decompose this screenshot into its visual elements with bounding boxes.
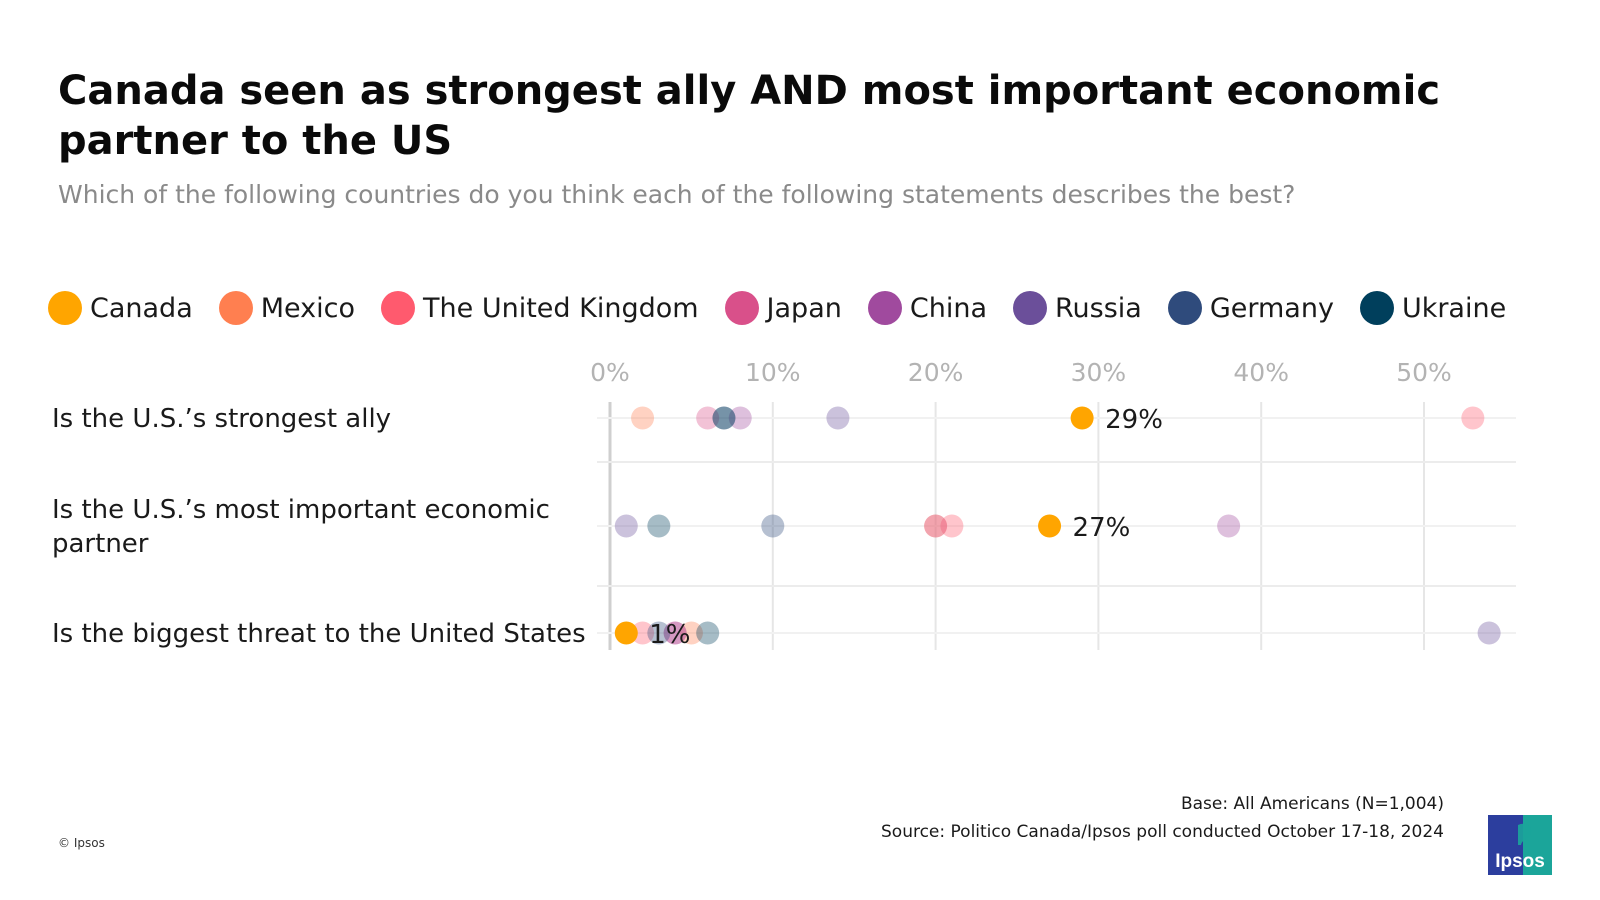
dot-canada	[1070, 406, 1094, 430]
dot-mexico	[924, 514, 948, 538]
dot-russia	[826, 406, 850, 430]
legend-item-mexico: Mexico	[218, 291, 356, 325]
dot-ukraine	[696, 621, 720, 645]
category-label: Is the U.S.’s strongest ally	[52, 404, 391, 434]
data-label: 1%	[649, 620, 690, 650]
dot-japan	[696, 406, 720, 430]
legend-label: Canada	[90, 292, 193, 324]
legend-item-ukraine: Ukraine	[1359, 291, 1507, 325]
dot-china	[663, 621, 687, 645]
logo-text: Ipsos	[1495, 851, 1545, 872]
legend-item-the-united-kingdom: The United Kingdom	[381, 291, 699, 325]
legend-item-japan: Japan	[724, 291, 842, 325]
dot-ukraine	[647, 514, 671, 538]
legend-swatch	[1359, 291, 1394, 325]
legend-swatch	[48, 291, 82, 325]
chart-title: Canada seen as strongest ally AND most i…	[58, 68, 1441, 164]
dot-canada	[1038, 514, 1062, 538]
legend-swatch	[1012, 291, 1047, 325]
x-tick-label: 30%	[1071, 358, 1127, 387]
legend-label: Japan	[766, 292, 842, 324]
legend: Canada Mexico The United Kingdom Japan China…	[48, 288, 1506, 328]
legend-label: Russia	[1054, 292, 1142, 324]
legend-swatch	[867, 291, 902, 325]
legend-label: China	[909, 292, 987, 324]
dot-ukraine	[712, 406, 736, 430]
dot-mexico	[679, 621, 703, 645]
chart-subtitle: Which of the following countries do you …	[58, 180, 1296, 209]
legend-item-canada: Canada	[48, 291, 193, 325]
copyright: © Ipsos	[58, 836, 105, 850]
base-note: Base: All Americans (N=1,004)	[1180, 794, 1444, 814]
x-tick-label: 50%	[1396, 358, 1452, 387]
dot-japan	[663, 621, 687, 645]
category-label: Is the U.S.’s most important economic par…	[52, 495, 550, 559]
dot-china	[1217, 514, 1241, 538]
legend-swatch	[724, 291, 759, 325]
dot-russia	[1477, 621, 1501, 645]
legend-swatch	[218, 291, 253, 325]
data-label: 27%	[1073, 513, 1131, 543]
x-tick-label: 40%	[1233, 358, 1289, 387]
dot-russia	[614, 514, 638, 538]
legend-item-russia: Russia	[1012, 291, 1142, 325]
legend-label: Ukraine	[1401, 292, 1507, 324]
dot-germany	[647, 621, 671, 645]
dot-germany	[712, 406, 736, 430]
legend-swatch	[381, 291, 416, 325]
source-note: Source: Politico Canada/Ipsos poll condu…	[881, 822, 1444, 842]
dot-japan	[924, 514, 948, 538]
logo-head-icon	[1518, 823, 1532, 845]
dot-the-united-kingdom	[940, 514, 964, 538]
dot-the-united-kingdom	[631, 621, 655, 645]
x-tick-label: 10%	[745, 358, 801, 387]
dot-mexico	[631, 406, 655, 430]
legend-label: The United Kingdom	[423, 292, 699, 324]
dot-plot-chart: 0% 10% 20% 30% 40% 50% Is the U.S.’s strongest…	[52, 358, 1516, 650]
category-label: Is the biggest threat to the United Stat…	[52, 619, 586, 649]
legend-item-china: China	[867, 291, 987, 325]
legend-label: Germany	[1209, 292, 1334, 324]
data-label: 29%	[1105, 405, 1163, 435]
legend-label: Mexico	[260, 292, 356, 324]
x-tick-label: 20%	[908, 358, 964, 387]
ipsos-logo: Ipsos	[1488, 815, 1552, 875]
dot-germany	[761, 514, 785, 538]
legend-swatch	[1167, 291, 1202, 325]
dot-china	[728, 406, 752, 430]
dot-the-united-kingdom	[1461, 406, 1485, 430]
dot-canada	[614, 621, 638, 645]
legend-item-germany: Germany	[1167, 291, 1334, 325]
x-tick-label: 0%	[590, 358, 630, 387]
